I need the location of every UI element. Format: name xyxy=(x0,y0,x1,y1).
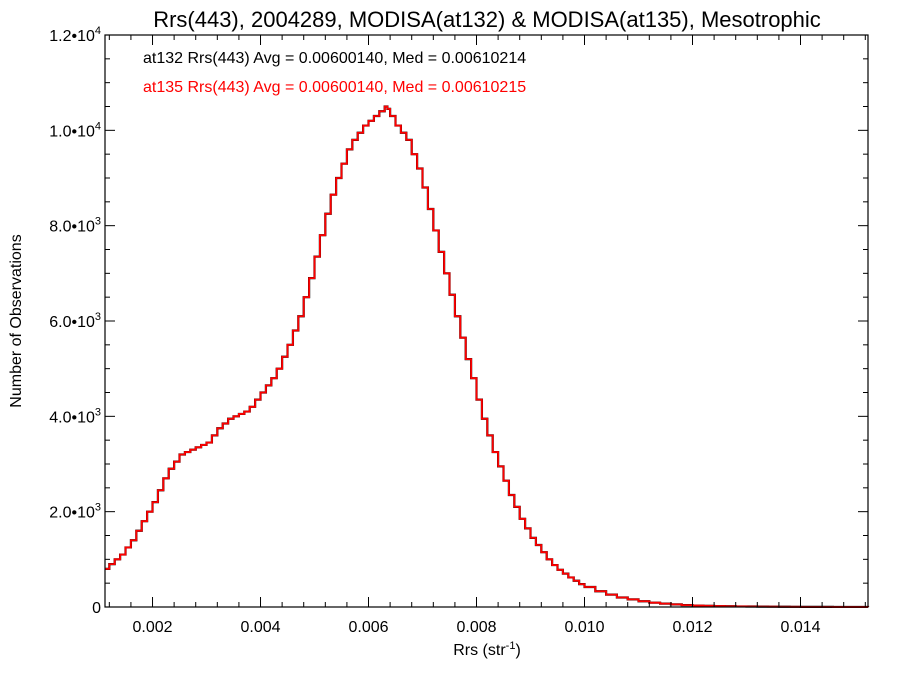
x-axis-label: Rrs (str-1) xyxy=(453,640,521,659)
x-axis-label-close: ) xyxy=(515,642,520,659)
y-tick-label: 4.0•103 xyxy=(49,406,101,426)
x-tick-label: 0.002 xyxy=(132,619,172,636)
chart-title: Rrs(443), 2004289, MODISA(at132) & MODIS… xyxy=(153,7,821,32)
annotation-at135: at135 Rrs(443) Avg = 0.00600140, Med = 0… xyxy=(143,79,526,96)
y-tick-label: 8.0•103 xyxy=(49,216,101,236)
x-axis-label-main: Rrs (str xyxy=(453,642,506,659)
x-tick-label: 0.012 xyxy=(672,619,712,636)
x-axis-label-sup: -1 xyxy=(506,640,516,652)
x-tick-label: 0.004 xyxy=(240,619,280,636)
y-tick-label: 0 xyxy=(92,600,101,617)
x-tick-label: 0.010 xyxy=(564,619,604,636)
y-tick-label: 2.0•103 xyxy=(49,502,101,522)
x-tick-label: 0.008 xyxy=(456,619,496,636)
y-tick-label: 1.0•104 xyxy=(49,120,101,140)
annotation-at132: at132 Rrs(443) Avg = 0.00600140, Med = 0… xyxy=(143,50,526,67)
x-axis: 0.002 0.004 0.006 0.008 0.010 0.012 0.014 xyxy=(108,35,866,636)
x-tick-label: 0.014 xyxy=(780,619,820,636)
y-axis: 0 2.0•103 4.0•103 6.0•103 8.0•103 1.0•104 1.2•… xyxy=(49,25,868,617)
plot-frame xyxy=(104,34,869,608)
series-layer xyxy=(105,105,870,609)
y-axis-label: Number of Observations xyxy=(8,234,25,407)
y-tick-label: 6.0•103 xyxy=(49,311,101,331)
series-line-1 xyxy=(105,105,869,608)
y-tick-label: 1.2•104 xyxy=(49,25,101,45)
series-line-0 xyxy=(105,105,870,609)
x-tick-label: 0.006 xyxy=(348,619,388,636)
